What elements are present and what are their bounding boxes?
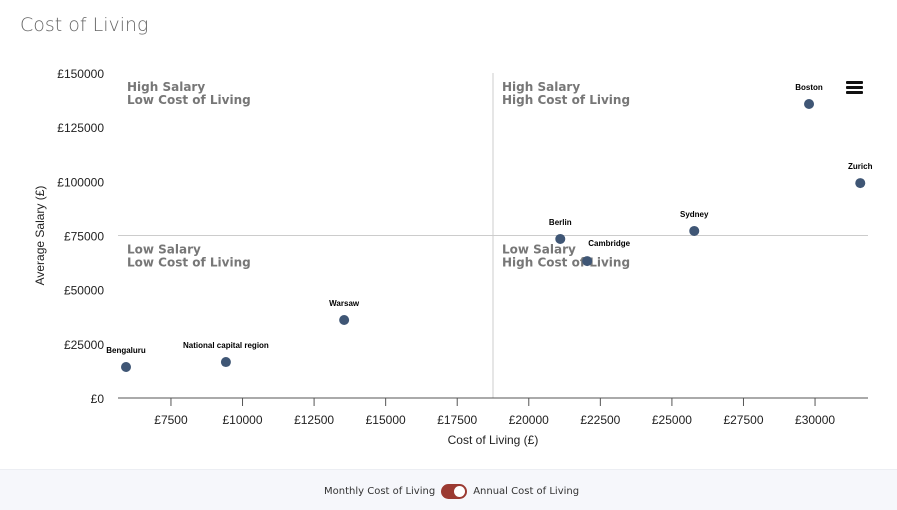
quadrant-label: Low Salary (127, 243, 201, 257)
quadrant-label: Low Salary (502, 243, 576, 257)
cost-toggle-group: Monthly Cost of Living Annual Cost of Li… (324, 484, 579, 499)
x-tick-label: £22500 (580, 413, 620, 427)
data-point (689, 225, 700, 236)
chart-title: Cost of Living (20, 14, 149, 36)
cost-period-toggle[interactable] (441, 484, 468, 499)
data-label: Warsaw (329, 299, 360, 308)
data-label: Berlin (549, 218, 572, 227)
x-tick-label: £25000 (652, 413, 692, 427)
y-tick-label: £50000 (64, 284, 104, 298)
monthly-label: Monthly Cost of Living (324, 486, 436, 497)
y-tick-label: £0 (91, 392, 105, 406)
data-point (339, 315, 350, 325)
data-point (855, 178, 866, 189)
x-tick-label: £12500 (294, 413, 334, 427)
x-tick-label: £30000 (795, 413, 835, 427)
data-label: National capital region (183, 341, 269, 350)
y-tick-label: £75000 (64, 230, 104, 244)
data-label: Bengaluru (106, 346, 146, 355)
y-tick-label: £125000 (57, 121, 104, 135)
data-label: Cambridge (588, 239, 630, 248)
toggle-knob (454, 486, 466, 497)
y-tick-label: £100000 (57, 175, 104, 189)
y-axis-label: Average Salary (£) (33, 186, 47, 286)
x-tick-label: £17500 (437, 413, 477, 427)
quadrant-label: High Cost of Living (502, 256, 630, 270)
y-tick-label: £25000 (64, 338, 104, 352)
x-tick-label: £7500 (154, 413, 188, 427)
quadrant-label: High Salary (502, 80, 580, 94)
quadrant-label: Low Cost of Living (127, 256, 251, 270)
data-label: Boston (795, 83, 823, 92)
footer-bar: Monthly Cost of Living Annual Cost of Li… (0, 469, 897, 510)
x-tick-label: £20000 (509, 413, 549, 427)
x-tick-label: £10000 (222, 413, 262, 427)
quadrant-label: Low Cost of Living (127, 93, 251, 107)
quadrant-label: High Salary (127, 80, 205, 94)
hamburger-menu-icon[interactable] (846, 81, 863, 96)
data-point (121, 362, 132, 373)
quadrant-label: High Cost of Living (502, 93, 630, 107)
annual-label: Annual Cost of Living (473, 486, 580, 497)
x-axis-label: Cost of Living (£) (448, 433, 539, 447)
data-point (220, 357, 231, 368)
x-tick-label: £27500 (723, 413, 763, 427)
x-tick-label: £15000 (366, 413, 406, 427)
y-tick-label: £150000 (57, 67, 104, 81)
data-label: Sydney (680, 210, 709, 219)
data-point (582, 256, 593, 267)
data-point (804, 98, 815, 109)
data-point (555, 233, 566, 244)
data-label: Zurich (848, 162, 873, 171)
